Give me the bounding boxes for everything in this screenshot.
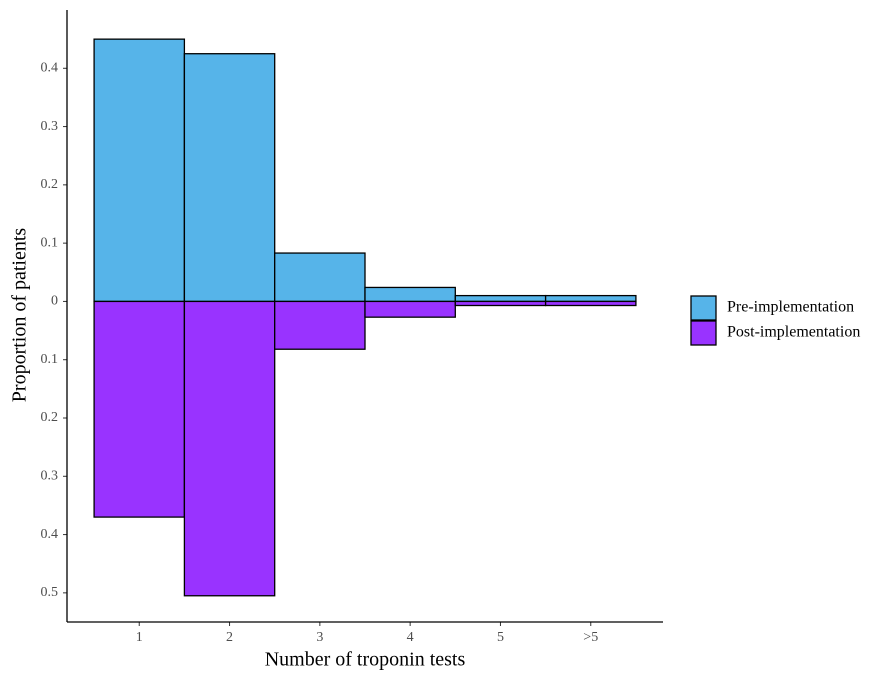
x-tick-label: >5 [583,630,598,645]
legend-label: Pre-implementation [727,299,854,316]
bar [544,294,637,303]
y-tick-label: 0.5 [41,585,59,600]
y-tick-label: 0.1 [41,352,59,367]
x-axis-title: Number of troponin tests [265,649,466,671]
y-tick-label: 0 [51,294,58,309]
y-tick-label: 0.4 [41,61,59,76]
bar [93,38,186,303]
legend-label: Post-implementation [727,324,860,341]
y-tick-label: 0.2 [41,177,59,192]
bar [544,300,637,307]
bar [183,53,276,303]
bar [274,300,366,350]
y-tick-label: 0.4 [41,527,59,542]
legend-key [690,295,717,321]
x-tick-label: 2 [226,630,233,645]
bar [454,300,547,307]
legend-key [690,320,717,346]
bar [274,252,366,303]
x-tick-label: 3 [316,630,323,645]
x-tick-label: 5 [497,630,504,645]
y-axis-title: Proportion of patients [9,228,31,403]
x-tick-label: 1 [136,630,143,645]
y-tick-label: 0.1 [41,235,59,250]
y-tick-label: 0.3 [41,469,59,484]
bar [364,286,456,303]
bar [454,294,547,303]
y-tick-label: 0.3 [41,119,59,134]
bar [364,300,456,318]
y-tick-label: 0.2 [41,410,59,425]
x-tick-label: 4 [407,630,414,645]
bar [93,300,186,518]
bar [183,300,276,597]
